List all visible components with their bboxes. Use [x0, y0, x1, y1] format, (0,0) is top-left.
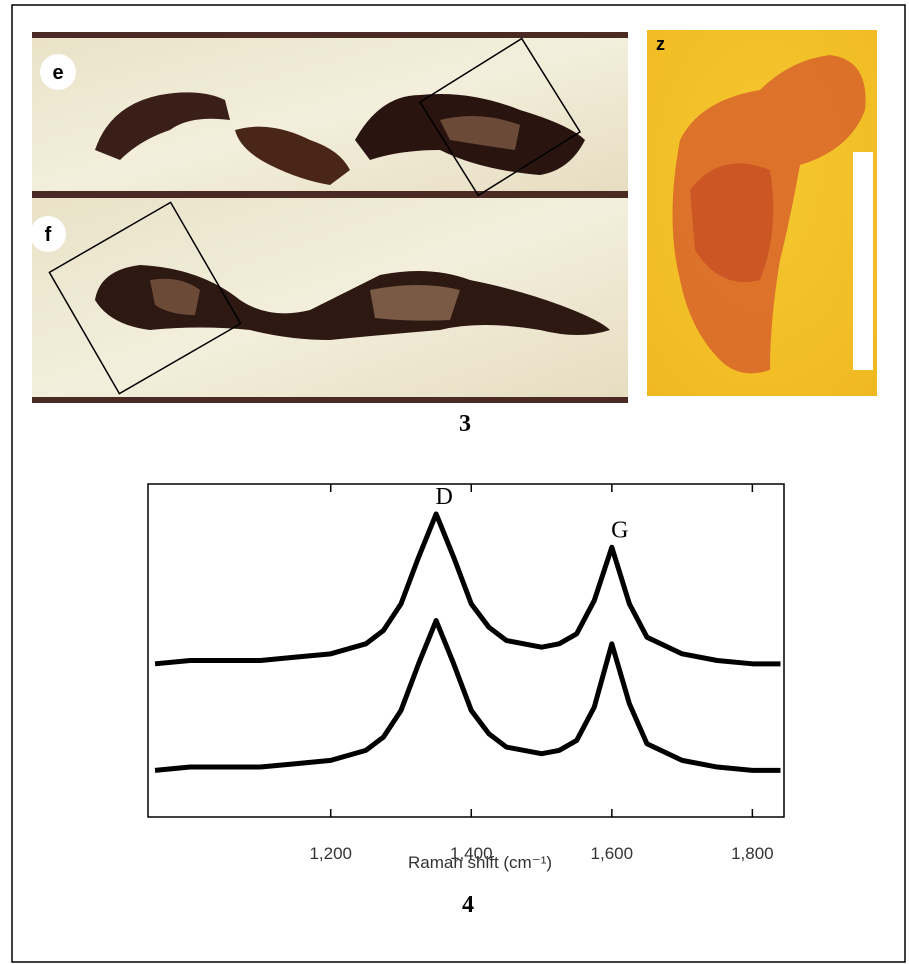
x-tick-label: 1,200 [309, 844, 352, 863]
panel-label: e [52, 62, 63, 84]
x-tick-label: 1,400 [450, 844, 493, 863]
x-axis-label: Raman shift (cm⁻¹) [408, 853, 552, 872]
figure-border [11, 4, 906, 963]
x-tick-label: 1,600 [591, 844, 634, 863]
peak-label: G [611, 517, 628, 543]
spectrum-line [154, 618, 781, 773]
panel-label: z [656, 34, 665, 54]
figure-caption: 3 [459, 411, 471, 437]
micrograph-f: f [30, 198, 628, 403]
micrograph-z: z [647, 30, 877, 396]
peak-label: D [435, 484, 452, 510]
micrograph-e: e [32, 32, 628, 198]
panel-label: f [45, 224, 52, 246]
chart-caption: 4 [462, 892, 474, 918]
plot-frame [147, 483, 785, 818]
x-tick-label: 1,800 [731, 844, 774, 863]
spectrum-line [154, 511, 781, 667]
